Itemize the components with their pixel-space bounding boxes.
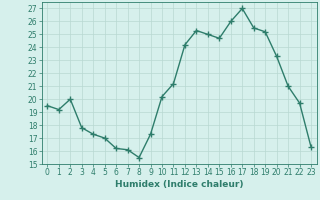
X-axis label: Humidex (Indice chaleur): Humidex (Indice chaleur) xyxy=(115,180,244,189)
